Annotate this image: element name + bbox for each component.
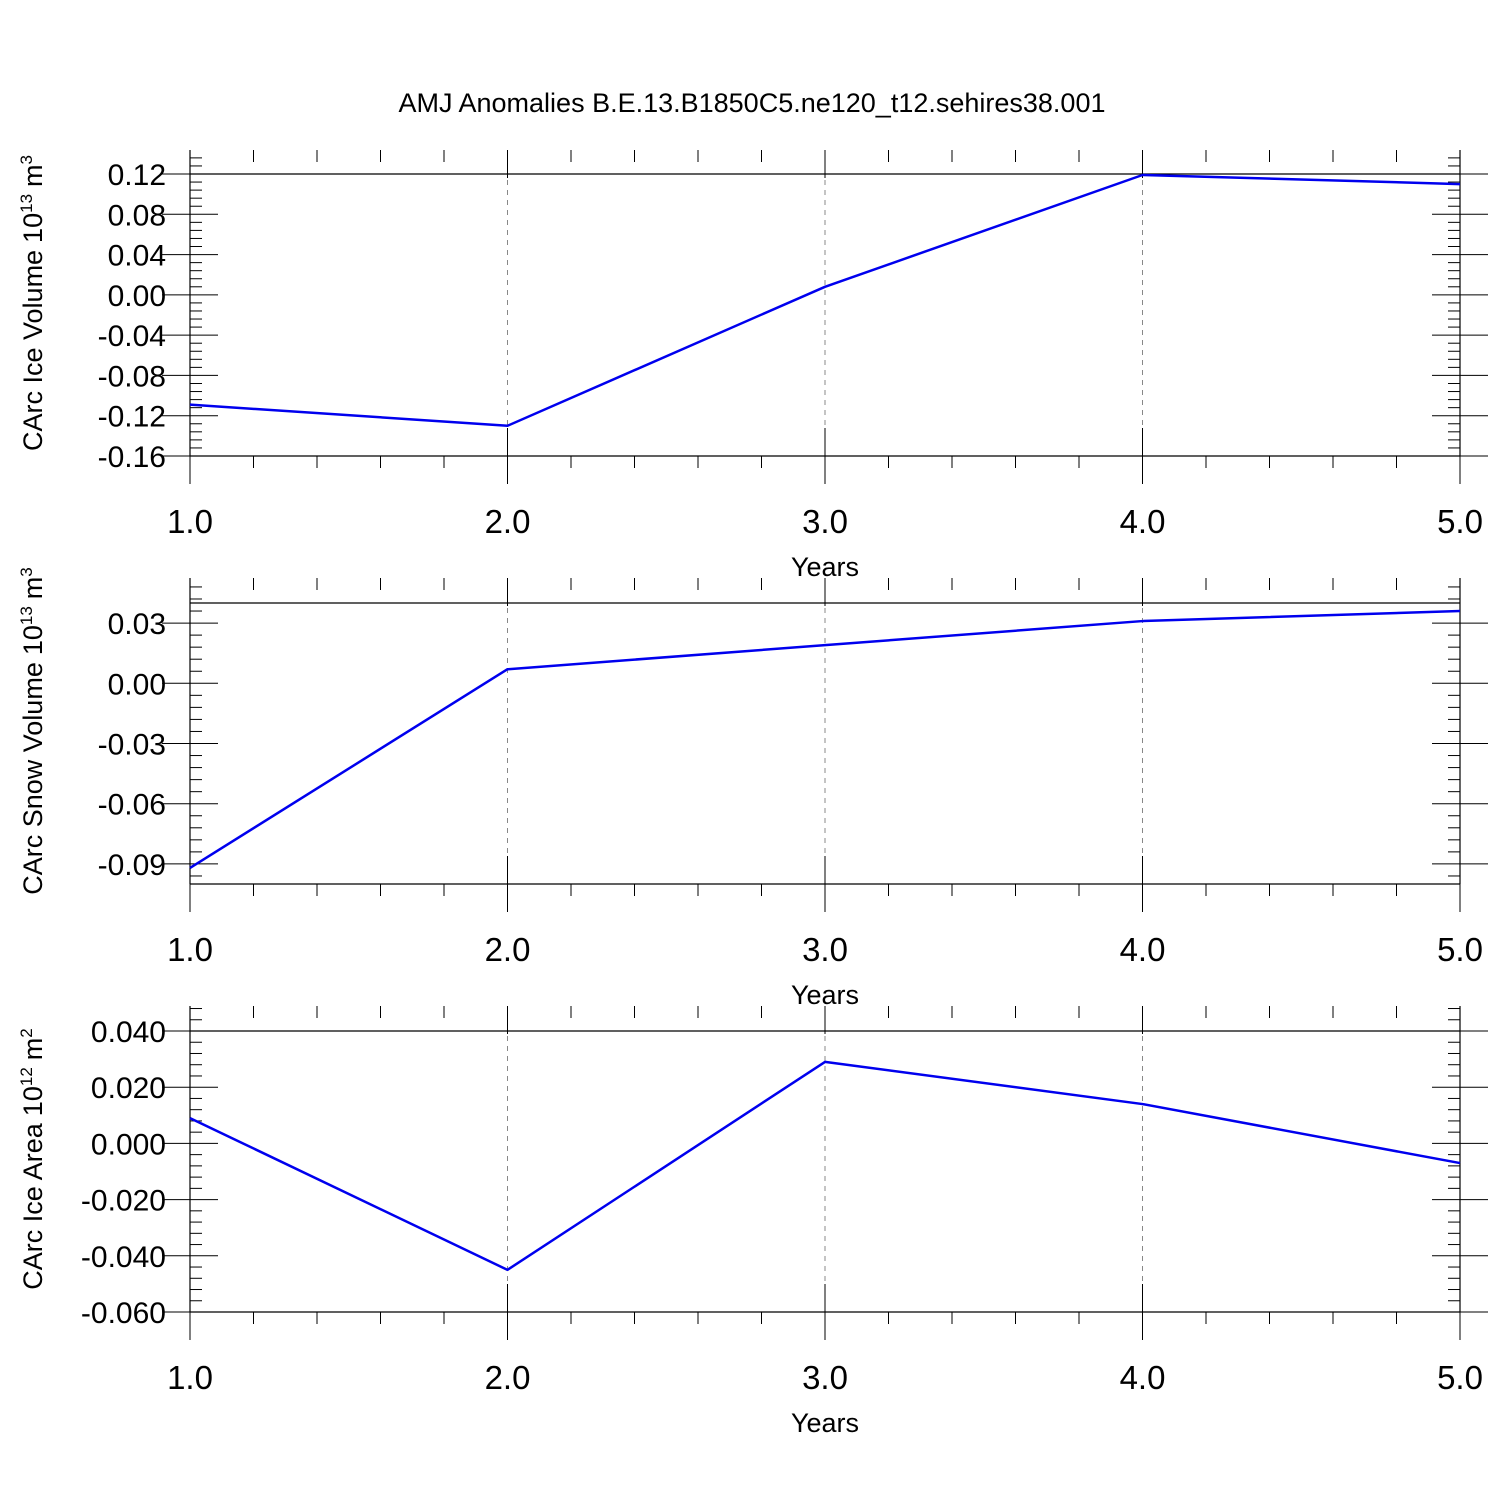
y-axis-label-unit-exponent: 2 (17, 1028, 36, 1037)
x-tick-label: 1.0 (167, 503, 213, 540)
x-axis-label: Years (791, 980, 859, 1010)
x-tick-label: 4.0 (1120, 931, 1166, 968)
y-tick-label: 0.04 (108, 240, 166, 273)
y-axis-label-power: 10 (18, 213, 48, 243)
y-axis-label-unit-exponent: 3 (17, 155, 36, 164)
x-tick-label: 1.0 (167, 931, 213, 968)
y-axis-label-unit-exponent: 3 (17, 567, 36, 576)
y-tick-label: -0.040 (81, 1241, 166, 1274)
y-tick-label: 0.08 (108, 199, 166, 232)
y-axis-label-unit: m (18, 164, 48, 187)
y-axis-label: CArc Ice Volume 1013 m3 (17, 155, 48, 451)
y-axis-label-text: CArc Ice Volume (18, 250, 48, 451)
y-tick-label: -0.020 (81, 1185, 166, 1218)
chart-panel-2: -0.09 -0.06 -0.03 0.00 0.03 1.0 2.0 3.0 4.0 5.0 Ye… (17, 567, 1488, 1010)
x-tick-label: 2.0 (485, 503, 531, 540)
y-tick-label: 0.00 (108, 668, 166, 701)
x-axis-label: Years (791, 1408, 859, 1438)
x-tick-label: 4.0 (1120, 1359, 1166, 1396)
chart-panel-3: -0.060 -0.040 -0.020 0.000 0.020 0.040 1.0 2.0 3… (17, 1006, 1488, 1438)
y-tick-label: 0.000 (91, 1128, 166, 1161)
chart-title: AMJ Anomalies B.E.13.B1850C5.ne120_t12.s… (399, 88, 1106, 118)
x-tick-label: 2.0 (485, 931, 531, 968)
x-tick-label: 4.0 (1120, 503, 1166, 540)
y-tick-label: -0.08 (98, 360, 166, 393)
y-axis-label-exponent: 13 (17, 194, 36, 213)
y-tick-label: -0.03 (98, 729, 166, 762)
x-tick-label: 5.0 (1437, 1359, 1483, 1396)
y-tick-label: 0.040 (91, 1016, 166, 1049)
y-axis-label-power: 10 (18, 1086, 48, 1116)
y-tick-label: 0.00 (108, 280, 166, 313)
y-tick-label: 0.03 (108, 608, 166, 641)
y-tick-label: -0.060 (81, 1297, 166, 1330)
y-tick-label: -0.12 (98, 401, 166, 434)
x-tick-label: 3.0 (802, 1359, 848, 1396)
x-tick-label: 3.0 (802, 931, 848, 968)
y-axis-label: CArc Ice Area 1012 m2 (17, 1028, 48, 1290)
chart-panel-1: -0.16 -0.12 -0.08 -0.04 0.00 0.04 0.08 0.12 1.0 2… (17, 150, 1488, 582)
x-tick-label: 3.0 (802, 503, 848, 540)
y-tick-label: -0.06 (98, 789, 166, 822)
x-tick-label: 1.0 (167, 1359, 213, 1396)
y-axis-label-exponent: 12 (17, 1067, 36, 1086)
y-axis-label-exponent: 13 (17, 606, 36, 625)
y-axis-label-text: CArc Snow Volume (18, 662, 48, 895)
y-tick-label: 0.020 (91, 1072, 166, 1105)
x-tick-label: 2.0 (485, 1359, 531, 1396)
y-tick-label: -0.16 (98, 441, 166, 474)
x-axis-label: Years (791, 552, 859, 582)
x-tick-label: 5.0 (1437, 503, 1483, 540)
y-axis-label-text: CArc Ice Area (18, 1122, 48, 1290)
y-tick-label: -0.09 (98, 849, 166, 882)
y-axis-label-power: 10 (18, 625, 48, 655)
y-axis-label-unit: m (18, 577, 48, 600)
x-tick-label: 5.0 (1437, 931, 1483, 968)
y-axis-label: CArc Snow Volume 1013 m3 (17, 567, 48, 895)
y-axis-label-unit: m (18, 1038, 48, 1061)
y-tick-label: -0.04 (98, 320, 166, 353)
y-tick-label: 0.12 (108, 159, 166, 192)
